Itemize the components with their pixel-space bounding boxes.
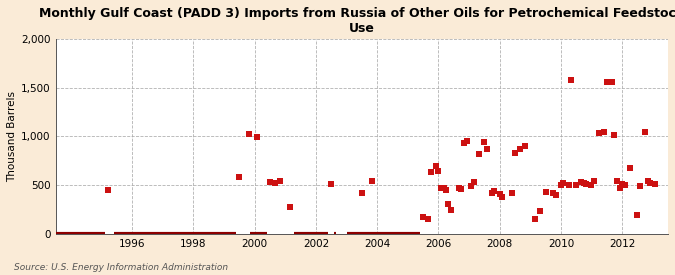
Point (624, 166, 635, 170)
Point (326, 182, 337, 186)
Point (507, 191, 518, 195)
Point (550, 193, 561, 197)
Point (607, 79, 618, 84)
Point (494, 192, 505, 196)
Point (481, 147, 492, 151)
Point (367, 179, 377, 183)
Point (530, 217, 541, 222)
Point (535, 208, 546, 213)
Point (435, 185, 446, 190)
Point (599, 129, 610, 134)
Point (640, 129, 651, 134)
Point (612, 178, 622, 183)
Point (515, 147, 526, 151)
Point (479, 140, 490, 144)
Point (474, 152, 485, 156)
Point (102, 188, 113, 192)
Point (356, 191, 367, 195)
Point (510, 151, 520, 155)
Point (578, 181, 589, 185)
Point (456, 186, 466, 191)
Point (252, 135, 263, 140)
Point (634, 184, 645, 188)
Point (558, 181, 569, 185)
Point (487, 191, 497, 196)
Point (431, 163, 441, 168)
Point (642, 179, 653, 183)
Point (566, 78, 576, 82)
Point (423, 217, 433, 222)
Point (520, 144, 531, 148)
Point (461, 139, 472, 144)
Point (454, 186, 464, 190)
Point (563, 183, 574, 187)
Point (418, 215, 429, 219)
Point (581, 182, 592, 186)
Point (632, 213, 643, 217)
Point (244, 132, 255, 137)
Text: Source: U.S. Energy Information Administration: Source: U.S. Energy Information Administ… (14, 263, 227, 272)
Point (265, 180, 275, 185)
Point (614, 186, 625, 190)
Point (458, 141, 469, 145)
Point (443, 202, 454, 206)
Point (234, 175, 245, 180)
Title: Monthly Gulf Coast (PADD 3) Imports from Russia of Other Oils for Petrochemical : Monthly Gulf Coast (PADD 3) Imports from… (39, 7, 675, 35)
Point (275, 178, 286, 183)
Point (548, 191, 559, 195)
Point (594, 131, 605, 135)
Point (446, 207, 457, 212)
Point (586, 183, 597, 187)
Point (433, 168, 443, 173)
Point (576, 180, 587, 185)
Point (425, 169, 436, 174)
Point (650, 182, 661, 186)
Point (441, 187, 452, 192)
Point (466, 184, 477, 188)
Point (645, 181, 655, 185)
Y-axis label: Thousand Barrels: Thousand Barrels (7, 91, 17, 182)
Point (438, 186, 449, 190)
Point (497, 195, 508, 199)
Point (609, 133, 620, 138)
Point (601, 79, 612, 84)
Point (619, 183, 630, 187)
Point (589, 178, 599, 183)
Point (270, 181, 281, 185)
Point (285, 204, 296, 209)
Point (540, 189, 551, 194)
Point (489, 189, 500, 193)
Point (571, 183, 582, 187)
Point (617, 182, 628, 186)
Point (469, 180, 480, 184)
Point (556, 183, 566, 187)
